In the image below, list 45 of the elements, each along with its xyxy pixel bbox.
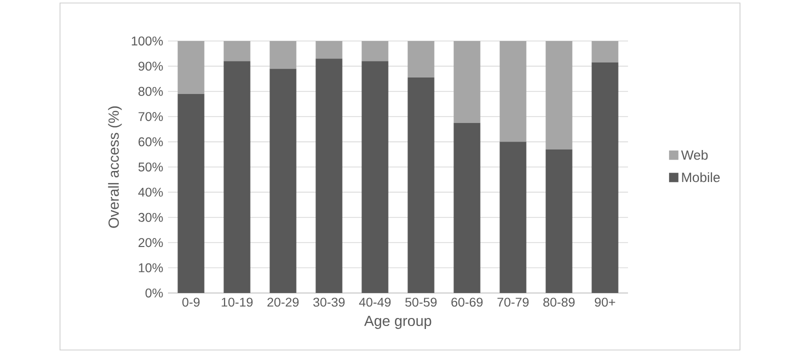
bar (178, 40, 204, 94)
y-tick-label: 70% (138, 112, 163, 122)
x-tick-label: 90+ (594, 298, 616, 307)
legend-label: Mobile (682, 172, 720, 182)
x-tick-label: 50-59 (405, 298, 437, 307)
legend-label: Web (681, 150, 708, 160)
x-tick-label: 10-19 (222, 298, 253, 307)
y-tick-label: 20% (138, 238, 163, 248)
x-axis-title: Age group (364, 316, 432, 329)
bar (270, 68, 296, 293)
y-tick-label: 50% (138, 162, 163, 172)
y-tick-label: 40% (138, 188, 163, 197)
bar (454, 40, 480, 123)
bar (592, 62, 618, 293)
x-tick-label: 40-49 (359, 298, 391, 307)
x-tick-label: 20-29 (267, 298, 299, 307)
bar (178, 94, 204, 293)
bar (546, 149, 572, 293)
bar (592, 40, 618, 62)
x-tick-label: 0-9 (182, 298, 200, 307)
bar (224, 40, 250, 62)
bar (408, 78, 434, 293)
y-tick-label: 10% (138, 263, 163, 272)
bar (500, 40, 526, 142)
x-tick-label: 70-79 (497, 298, 529, 307)
bar (316, 58, 342, 293)
y-tick-label: 60% (138, 137, 163, 146)
bar (408, 40, 434, 78)
bar (316, 40, 342, 59)
x-tick-label: 80-89 (543, 298, 575, 307)
y-tick-label: 100% (132, 36, 163, 46)
x-tick-label: 60-69 (451, 298, 483, 307)
bar (362, 40, 388, 62)
y-tick-label: 0% (145, 288, 163, 298)
y-axis-title: Overall access (%) (108, 106, 122, 228)
bar (454, 122, 480, 293)
y-tick-label: 30% (138, 212, 163, 222)
x-tick-label: 30-39 (313, 298, 345, 307)
bar (546, 40, 572, 150)
bar (500, 142, 526, 293)
bar (362, 61, 388, 293)
bar (270, 40, 296, 69)
y-tick-label: 80% (138, 86, 163, 96)
y-tick-label: 90% (138, 62, 163, 71)
bar (224, 61, 250, 293)
